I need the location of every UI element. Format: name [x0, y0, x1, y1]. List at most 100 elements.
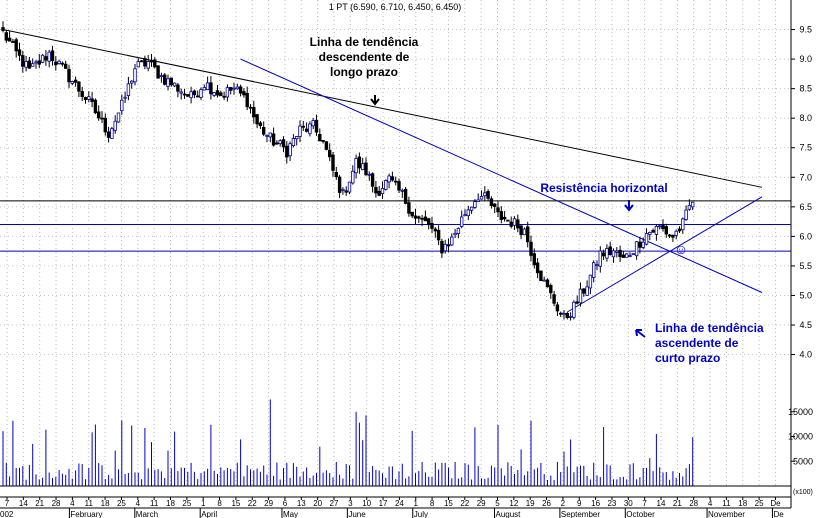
candle-body: [542, 279, 546, 282]
candle-body: [288, 143, 292, 157]
candle-body: [44, 56, 48, 61]
trendlines: [2, 29, 763, 313]
month-label: February: [70, 510, 102, 518]
month-label: September: [561, 510, 600, 518]
candle-body: [403, 188, 408, 204]
candle-body: [60, 62, 65, 65]
candle-body: [407, 202, 411, 214]
date-tick-label: 28: [52, 499, 61, 508]
candle-body: [301, 125, 305, 128]
candle-body: [664, 226, 668, 235]
candle-body: [459, 216, 464, 227]
candle-body: [351, 170, 355, 184]
price-tick-label: 6.5: [799, 202, 812, 212]
candle-body: [331, 154, 335, 171]
date-tick-label: 5: [495, 499, 500, 508]
candle-body: [413, 215, 418, 219]
candle-body: [324, 141, 329, 150]
candle-body: [133, 68, 137, 83]
candle-body: [321, 140, 325, 142]
date-tick-label: 1: [414, 499, 419, 508]
date-tick-label: 24: [395, 499, 404, 508]
date-tick-label: 25: [182, 499, 191, 508]
candle-body: [608, 246, 612, 256]
candle-body: [1, 27, 5, 31]
candle-body: [357, 156, 362, 169]
date-tick-label: 10: [362, 499, 371, 508]
date-tick-label: 13: [297, 499, 306, 508]
date-tick-label: 21: [35, 499, 44, 508]
candle-body: [212, 92, 216, 96]
date-tick-label: 22: [248, 499, 257, 508]
candle-body: [549, 285, 553, 294]
candle-body: [651, 230, 655, 233]
candle-body: [387, 175, 391, 183]
candle-body: [136, 61, 140, 68]
short-term-uptrend: [567, 196, 763, 313]
price-tick-label: 7.5: [799, 143, 812, 153]
candle-body: [654, 225, 659, 235]
candle-body: [278, 140, 282, 145]
date-tick-label: 26: [542, 499, 551, 508]
short-trend-note: Linha de tendência ascendente de curto p…: [655, 321, 764, 365]
candle-body: [621, 254, 626, 258]
price-tick-label: 4.5: [799, 320, 812, 330]
month-label: June: [348, 510, 366, 518]
price-tick-label: 5.5: [799, 261, 812, 271]
candle-body: [400, 189, 404, 192]
candle-body: [367, 173, 371, 176]
date-tick-label: 18: [101, 499, 110, 508]
candle-body: [502, 216, 507, 220]
price-tick-label: 8.5: [799, 84, 812, 94]
candle-body: [667, 234, 672, 237]
candle-body: [433, 228, 437, 232]
candle-body: [671, 234, 675, 238]
candle-body: [443, 243, 447, 252]
candle-body: [265, 134, 269, 137]
date-tick-label: De: [770, 499, 781, 508]
candle-body: [486, 191, 490, 199]
date-tick-label: 3: [348, 499, 353, 508]
candle-body: [4, 32, 8, 41]
volume-axis: 15000 10000 5000 (x100): [788, 407, 813, 496]
candle-body: [492, 203, 497, 207]
price-tick-label: 9.5: [799, 25, 812, 35]
candle-body: [522, 228, 527, 236]
month-label: March: [136, 510, 158, 518]
short-trend-line-1: Linha de tendência: [655, 321, 764, 335]
price-tick-label: 9.0: [799, 54, 812, 64]
long-trend-line-3: longo prazo: [330, 65, 398, 79]
candle-body: [7, 37, 12, 42]
date-tick-label: 20: [313, 499, 322, 508]
date-tick-label: 11: [85, 499, 94, 508]
candle-body: [496, 207, 500, 213]
candle-body: [605, 248, 609, 259]
candle-body: [113, 120, 117, 131]
date-tick-label: 12: [509, 499, 518, 508]
volume-tick-label: 5000: [793, 456, 813, 466]
candle-body: [384, 180, 388, 190]
date-tick-label: 11: [150, 499, 159, 508]
candle-body: [149, 60, 154, 63]
price-tick-label: 6.0: [799, 231, 812, 241]
candle-body: [374, 186, 378, 194]
month-label: April: [201, 510, 217, 518]
candle-body: [215, 90, 220, 96]
candle-body: [73, 79, 78, 83]
candle-body: [50, 50, 55, 61]
plot-frame: [0, 0, 792, 509]
candle-body: [258, 122, 263, 127]
short-trend-line-3: curto prazo: [655, 351, 720, 365]
candle-body: [156, 65, 160, 79]
candle-body: [341, 188, 345, 191]
candle-body: [417, 216, 421, 219]
candle-body: [110, 128, 114, 139]
candle-body: [304, 128, 309, 132]
month-label: August: [496, 510, 522, 518]
date-tick-label: 29: [477, 499, 486, 508]
candle-body: [684, 209, 688, 220]
candle-body: [601, 252, 606, 257]
candle-body: [202, 87, 206, 91]
volume-tick-label: 10000: [788, 432, 813, 442]
candle-body: [255, 114, 259, 125]
